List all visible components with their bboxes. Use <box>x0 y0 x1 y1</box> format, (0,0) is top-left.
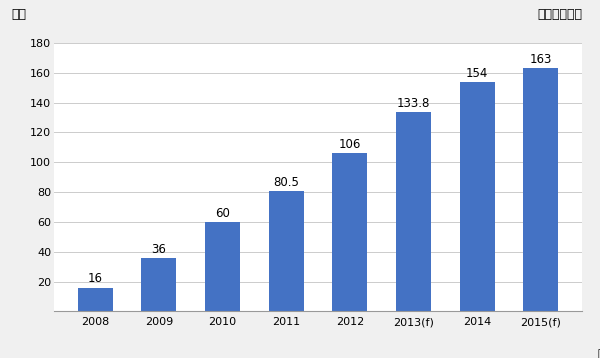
Bar <box>523 68 558 311</box>
Text: 数量: 数量 <box>12 9 27 21</box>
Bar <box>78 287 113 311</box>
Text: 154: 154 <box>466 67 488 79</box>
Bar <box>269 192 304 311</box>
Text: 60: 60 <box>215 207 230 220</box>
Text: 163: 163 <box>529 53 552 66</box>
Text: 80.5: 80.5 <box>273 176 299 189</box>
Text: 133.8: 133.8 <box>397 97 430 110</box>
Bar <box>332 153 367 311</box>
Bar <box>205 222 240 311</box>
Bar <box>396 112 431 311</box>
Text: 年份: 年份 <box>598 349 600 358</box>
Bar <box>460 82 494 311</box>
Text: 36: 36 <box>152 242 166 256</box>
Text: 106: 106 <box>338 138 361 151</box>
Text: 單位：百萬具: 單位：百萬具 <box>537 9 582 21</box>
Bar <box>142 258 176 311</box>
Text: 16: 16 <box>88 272 103 285</box>
